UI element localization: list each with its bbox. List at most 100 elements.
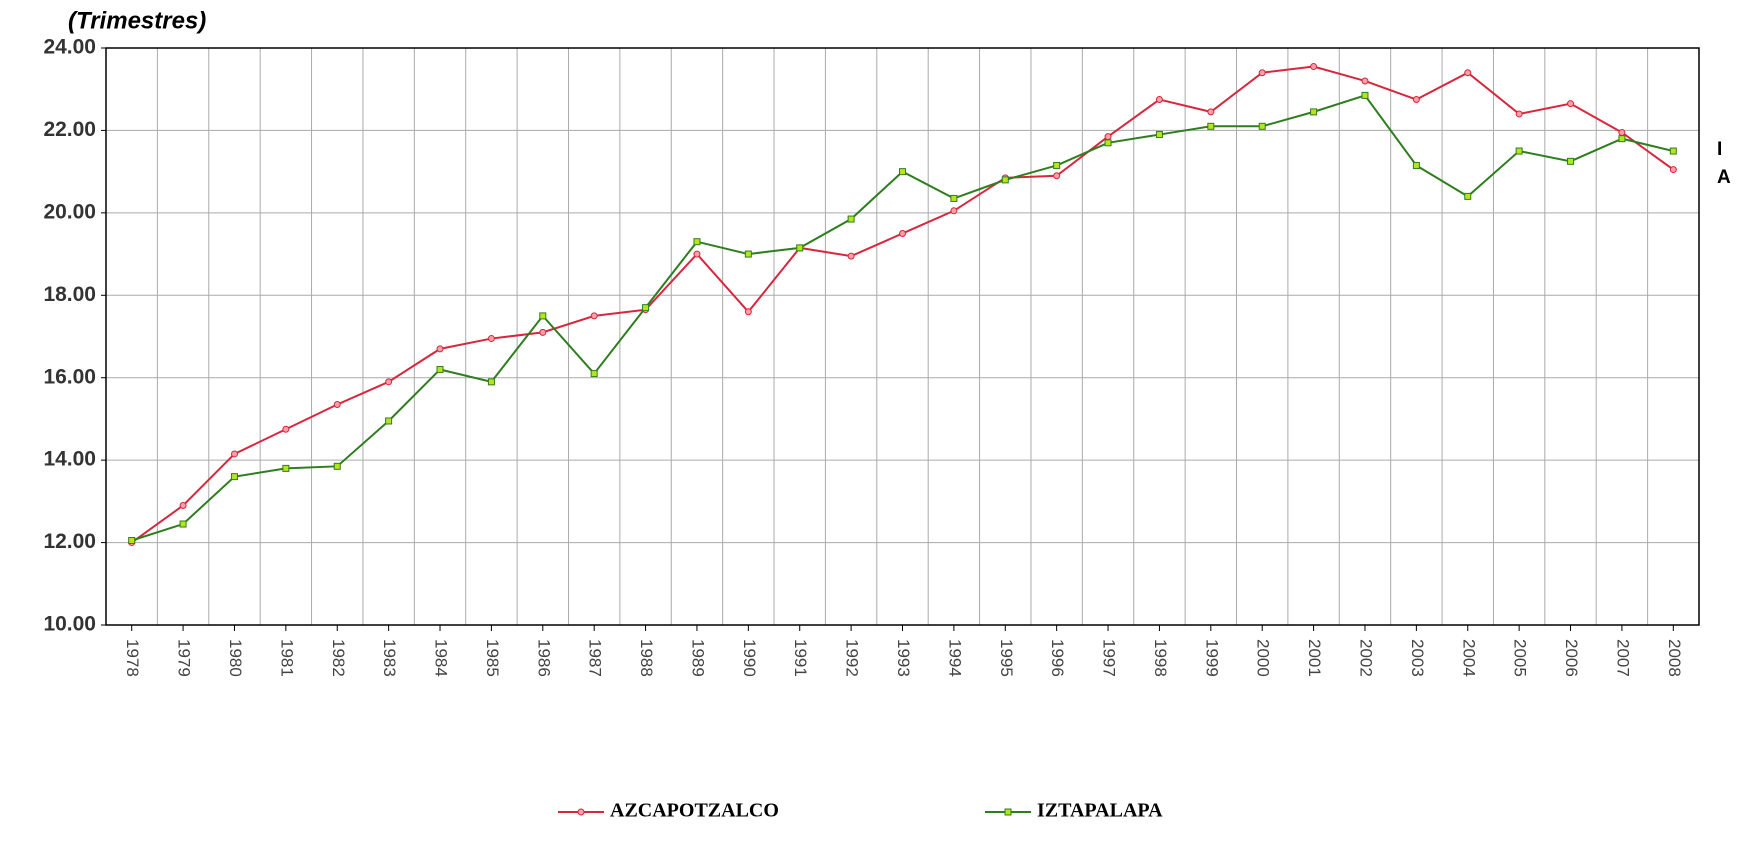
x-tick-label: 1981 [277, 639, 296, 677]
x-tick-label: 1997 [1100, 639, 1119, 677]
point [385, 417, 393, 425]
point [1258, 122, 1266, 130]
side-label: I [1717, 139, 1722, 160]
x-tick-label: 1996 [1048, 639, 1067, 677]
x-tick-label: 1989 [688, 639, 707, 677]
point [950, 194, 958, 202]
point [590, 370, 598, 378]
point [1618, 135, 1626, 143]
point [744, 250, 752, 258]
x-tick-label: 1984 [432, 639, 451, 677]
point [1310, 63, 1318, 71]
point [1001, 176, 1009, 184]
point [693, 250, 701, 258]
x-tick-label: 1991 [791, 639, 810, 677]
point [899, 168, 906, 176]
point [847, 215, 855, 223]
point [1669, 147, 1677, 155]
x-tick-label: 1999 [1202, 639, 1221, 677]
x-tick-label: 1995 [997, 639, 1016, 677]
point [539, 312, 547, 320]
point [1567, 100, 1575, 108]
point [744, 308, 752, 316]
x-tick-label: 1987 [586, 639, 605, 677]
y-tick-label: 14.00 [43, 448, 96, 471]
x-tick-label: 1986 [534, 639, 553, 677]
point [282, 425, 290, 433]
point [847, 252, 855, 260]
point [590, 312, 598, 320]
point [1412, 161, 1420, 169]
point [539, 328, 547, 336]
x-tick-label: 1982 [329, 639, 348, 677]
point [1207, 108, 1215, 116]
y-tick-label: 18.00 [43, 283, 96, 306]
point [1053, 161, 1061, 169]
point [1361, 77, 1369, 85]
point [1567, 157, 1575, 165]
point [385, 378, 393, 386]
point [1618, 128, 1626, 136]
point [333, 462, 341, 470]
x-tick-label: 1979 [175, 639, 194, 677]
point [1669, 166, 1677, 174]
y-tick-label: 10.00 [43, 613, 96, 636]
x-tick-label: 2007 [1613, 639, 1632, 677]
subtitle: (Trimestres) [68, 7, 206, 34]
x-tick-label: 1978 [123, 639, 142, 677]
legend-label: AZCAPOTZALCO [610, 800, 779, 822]
point [642, 304, 650, 312]
point [796, 244, 804, 252]
legend-marker [1004, 808, 1012, 816]
x-tick-label: 1985 [483, 639, 502, 677]
point [1258, 69, 1266, 77]
x-tick-label: 2000 [1254, 639, 1273, 677]
point [1155, 131, 1163, 139]
point [693, 238, 701, 246]
x-tick-label: 2003 [1408, 639, 1427, 677]
point [899, 229, 906, 237]
y-tick-label: 12.00 [43, 530, 96, 553]
point [1053, 172, 1061, 180]
x-tick-label: 1988 [637, 639, 656, 677]
point [282, 464, 290, 472]
point [1515, 147, 1523, 155]
point [230, 473, 238, 481]
x-tick-label: 2008 [1665, 639, 1684, 677]
y-tick-label: 24.00 [43, 36, 96, 59]
side-label: A [1717, 167, 1731, 188]
point [487, 335, 495, 343]
point [1464, 192, 1472, 200]
point [1361, 91, 1369, 99]
x-tick-label: 1998 [1151, 639, 1170, 677]
x-tick-label: 2005 [1511, 639, 1530, 677]
point [179, 501, 187, 509]
point [128, 537, 136, 545]
x-tick-label: 2006 [1562, 639, 1581, 677]
point [179, 520, 187, 528]
point [1515, 110, 1523, 118]
point [436, 365, 444, 373]
point [436, 345, 444, 353]
point [1104, 133, 1112, 141]
point [487, 378, 495, 386]
x-tick-label: 1990 [740, 639, 759, 677]
legend-marker [577, 808, 585, 816]
x-tick-label: 1983 [380, 639, 399, 677]
x-tick-label: 2001 [1305, 639, 1324, 677]
point [1104, 139, 1112, 147]
point [950, 207, 958, 215]
x-tick-label: 1980 [226, 639, 245, 677]
point [1464, 69, 1472, 77]
point [333, 401, 341, 409]
y-tick-label: 22.00 [43, 118, 96, 141]
x-tick-label: 1992 [843, 639, 862, 677]
point [1310, 108, 1318, 116]
legend-label: IZTAPALAPA [1037, 800, 1163, 822]
plot-frame [105, 47, 1700, 626]
point [230, 450, 238, 458]
y-tick-label: 20.00 [43, 200, 96, 223]
point [1207, 122, 1215, 130]
x-tick-label: 1994 [945, 639, 964, 677]
